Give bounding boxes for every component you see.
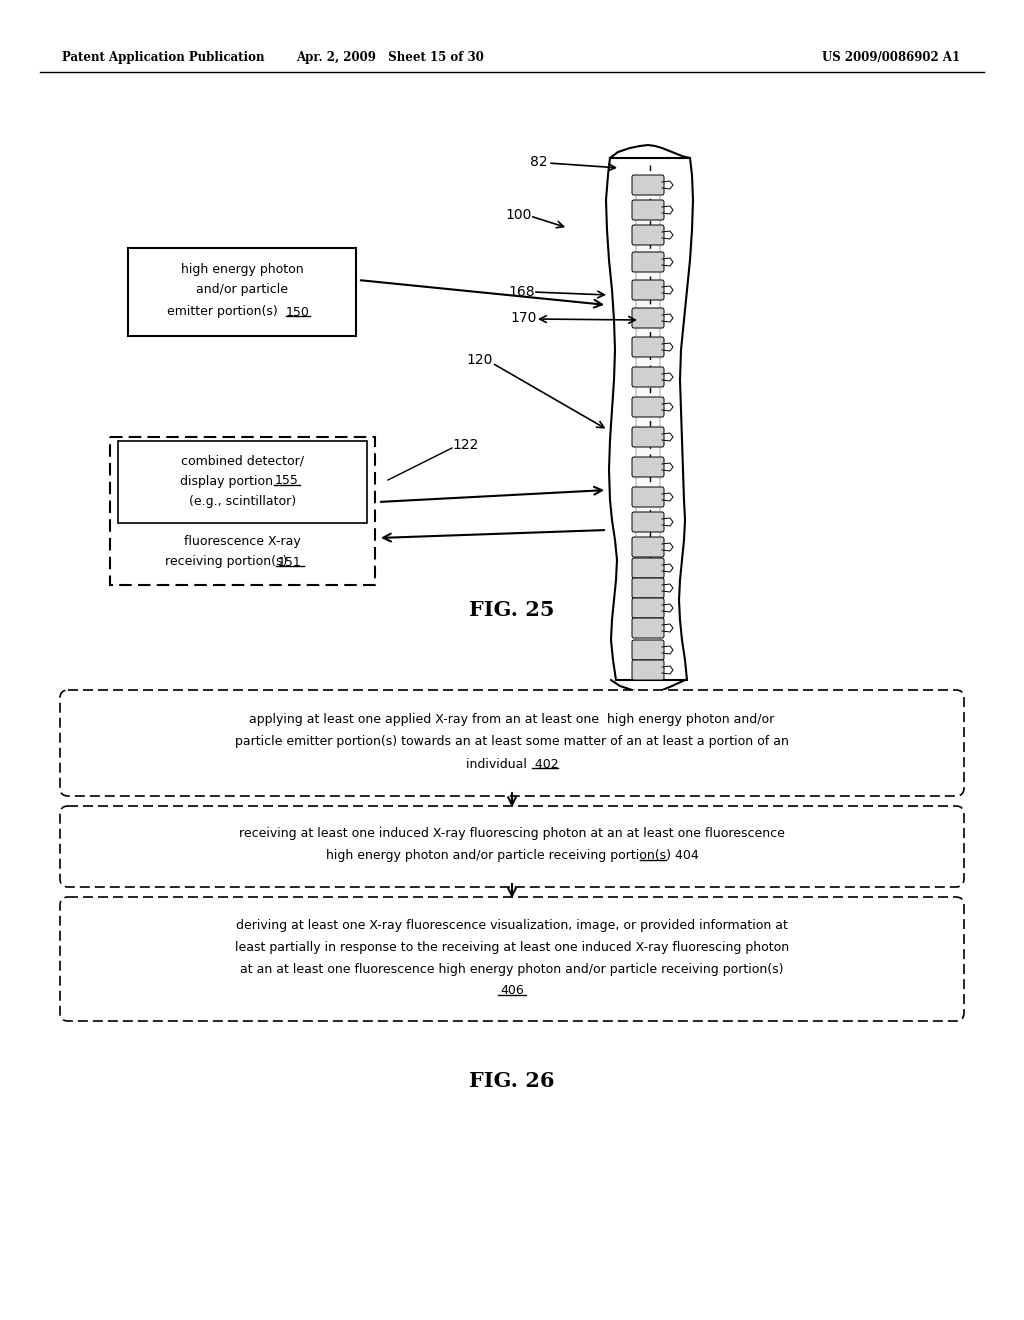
FancyBboxPatch shape — [636, 414, 660, 430]
FancyBboxPatch shape — [632, 512, 664, 532]
FancyBboxPatch shape — [632, 487, 664, 507]
FancyBboxPatch shape — [636, 354, 660, 370]
Text: 155: 155 — [274, 474, 298, 487]
FancyBboxPatch shape — [110, 437, 375, 585]
Text: FIG. 26: FIG. 26 — [469, 1071, 555, 1092]
Text: high energy photon: high energy photon — [180, 264, 303, 276]
FancyBboxPatch shape — [632, 308, 664, 327]
Text: Apr. 2, 2009   Sheet 15 of 30: Apr. 2, 2009 Sheet 15 of 30 — [296, 51, 484, 65]
Text: 170: 170 — [510, 312, 537, 325]
Text: 406: 406 — [500, 985, 524, 998]
Polygon shape — [606, 158, 693, 680]
FancyBboxPatch shape — [636, 297, 660, 312]
FancyBboxPatch shape — [636, 576, 660, 581]
Text: particle emitter portion(s) towards an at least some matter of an at least a por: particle emitter portion(s) towards an a… — [236, 735, 788, 748]
Text: deriving at least one X-ray fluorescence visualization, image, or provided infor: deriving at least one X-ray fluorescence… — [237, 919, 787, 932]
FancyBboxPatch shape — [632, 537, 664, 557]
Text: 150: 150 — [286, 305, 310, 318]
Text: 122: 122 — [452, 438, 478, 451]
Text: (e.g., scintillator): (e.g., scintillator) — [189, 495, 296, 508]
FancyBboxPatch shape — [632, 176, 664, 195]
FancyBboxPatch shape — [636, 216, 660, 228]
FancyBboxPatch shape — [632, 457, 664, 477]
Text: 168: 168 — [508, 285, 535, 300]
Text: high energy photon and/or particle receiving portion(s) 404: high energy photon and/or particle recei… — [326, 850, 698, 862]
FancyBboxPatch shape — [636, 595, 660, 601]
FancyBboxPatch shape — [636, 325, 660, 341]
Text: receiving portion(s): receiving portion(s) — [165, 556, 292, 569]
Text: 82: 82 — [530, 154, 548, 169]
Text: combined detector/: combined detector/ — [181, 454, 304, 467]
FancyBboxPatch shape — [636, 657, 660, 663]
FancyBboxPatch shape — [636, 504, 660, 515]
FancyBboxPatch shape — [636, 615, 660, 620]
FancyBboxPatch shape — [60, 807, 964, 887]
FancyBboxPatch shape — [60, 898, 964, 1020]
FancyBboxPatch shape — [632, 660, 664, 680]
Text: individual  402: individual 402 — [466, 758, 558, 771]
FancyBboxPatch shape — [632, 397, 664, 417]
FancyBboxPatch shape — [128, 248, 356, 337]
FancyBboxPatch shape — [636, 269, 660, 282]
Text: display portion: display portion — [180, 474, 278, 487]
FancyBboxPatch shape — [632, 367, 664, 387]
FancyBboxPatch shape — [636, 384, 660, 400]
Text: fluorescence X-ray: fluorescence X-ray — [184, 536, 301, 549]
FancyBboxPatch shape — [632, 280, 664, 300]
Text: least partially in response to the receiving at least one induced X-ray fluoresc: least partially in response to the recei… — [234, 940, 790, 953]
Text: 100: 100 — [505, 209, 531, 222]
FancyBboxPatch shape — [636, 554, 660, 561]
FancyBboxPatch shape — [632, 578, 664, 598]
Text: applying at least one applied X-ray from an at least one  high energy photon and: applying at least one applied X-ray from… — [250, 714, 774, 726]
Text: 120: 120 — [466, 352, 493, 367]
FancyBboxPatch shape — [636, 474, 660, 490]
FancyBboxPatch shape — [636, 191, 660, 203]
FancyBboxPatch shape — [632, 558, 664, 578]
FancyBboxPatch shape — [636, 529, 660, 540]
FancyBboxPatch shape — [636, 242, 660, 255]
Text: at an at least one fluorescence high energy photon and/or particle receiving por: at an at least one fluorescence high ene… — [241, 962, 783, 975]
FancyBboxPatch shape — [632, 252, 664, 272]
FancyBboxPatch shape — [60, 690, 964, 796]
Text: US 2009/0086902 A1: US 2009/0086902 A1 — [822, 51, 961, 65]
FancyBboxPatch shape — [632, 598, 664, 618]
FancyBboxPatch shape — [632, 337, 664, 356]
Text: 151: 151 — [278, 556, 301, 569]
Text: Patent Application Publication: Patent Application Publication — [62, 51, 264, 65]
Text: FIG. 25: FIG. 25 — [469, 601, 555, 620]
FancyBboxPatch shape — [632, 201, 664, 220]
Text: emitter portion(s): emitter portion(s) — [167, 305, 282, 318]
FancyBboxPatch shape — [632, 618, 664, 638]
Text: and/or particle: and/or particle — [196, 284, 288, 297]
Text: receiving at least one induced X-ray fluorescing photon at an at least one fluor: receiving at least one induced X-ray flu… — [239, 828, 785, 841]
FancyBboxPatch shape — [632, 426, 664, 447]
FancyBboxPatch shape — [632, 224, 664, 246]
FancyBboxPatch shape — [636, 444, 660, 459]
FancyBboxPatch shape — [636, 635, 660, 643]
FancyBboxPatch shape — [632, 640, 664, 660]
FancyBboxPatch shape — [118, 441, 367, 523]
